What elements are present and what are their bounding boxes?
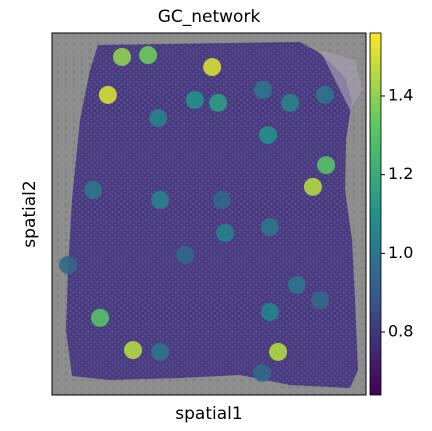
spot-cluster <box>113 47 132 66</box>
spot-cluster <box>254 80 273 99</box>
spot-cluster <box>185 90 204 109</box>
chart-title: GC_network <box>158 7 261 27</box>
spot-cluster <box>212 190 231 209</box>
colorbar <box>369 32 382 396</box>
tissue-edge <box>320 50 362 110</box>
spot-cluster <box>91 308 110 327</box>
x-axis-label: spatial1 <box>175 404 242 424</box>
spot-cluster <box>151 190 170 209</box>
colorbar-tick-label: 1.2 <box>388 164 413 183</box>
spot-cluster <box>139 46 158 65</box>
spot-cluster <box>176 245 195 264</box>
spot-cluster <box>281 93 300 112</box>
spot-cluster <box>209 93 228 112</box>
colorbar-tick-label: 1.0 <box>388 243 413 262</box>
spot-cluster <box>315 85 334 104</box>
plot-frame <box>51 32 367 396</box>
spot-cluster <box>149 109 168 128</box>
spot-cluster <box>59 256 78 275</box>
spot-cluster <box>311 291 330 310</box>
spot-cluster <box>124 341 143 360</box>
colorbar-tick-label: 1.4 <box>388 85 413 104</box>
spot-cluster <box>260 303 279 322</box>
spot-cluster <box>98 85 117 104</box>
y-axis-label: spatial2 <box>20 180 40 247</box>
spot-cluster <box>151 342 170 361</box>
tissue-spots <box>66 42 358 388</box>
spot-cluster <box>269 342 288 361</box>
spot-cluster <box>253 363 272 382</box>
spot-cluster <box>317 156 336 175</box>
spot-cluster <box>287 275 306 294</box>
spot-cluster <box>259 126 278 145</box>
spot-cluster <box>216 223 235 242</box>
spot-cluster <box>203 58 222 77</box>
spot-cluster <box>260 218 279 237</box>
colorbar-tick-label: 0.8 <box>388 322 413 341</box>
spot-cluster <box>303 177 322 196</box>
spot-cluster <box>84 181 103 200</box>
